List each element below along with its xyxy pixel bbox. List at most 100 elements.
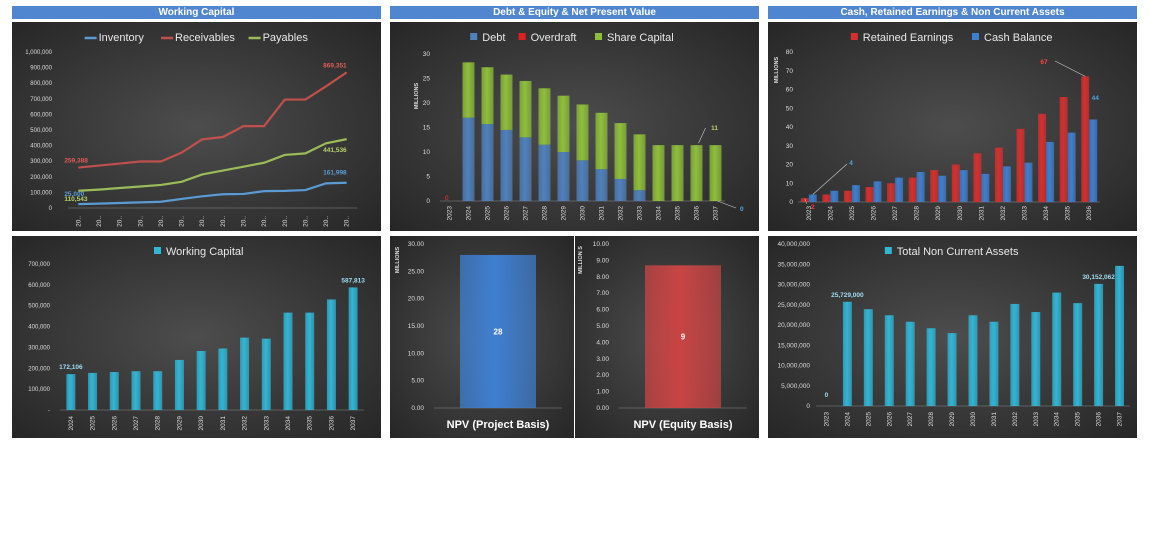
legend-label: Total Non Current Assets xyxy=(897,246,1019,258)
x-tick-label: 20.. xyxy=(199,216,206,227)
npv-category-label: NPV (Equity Basis) xyxy=(633,419,732,431)
x-tick-label: 2036 xyxy=(1096,412,1103,427)
x-tick-label: 2036 xyxy=(328,416,335,431)
y-tick-label: 20 xyxy=(786,162,794,169)
nca-bar xyxy=(1115,265,1125,406)
wc-bar xyxy=(153,371,163,410)
x-tick-label: 2032 xyxy=(242,416,249,431)
wc-bars-svg: - 100,000 200,000 300,000 400,000 500,000 600,… xyxy=(28,246,365,431)
wc-bar xyxy=(174,359,184,410)
share-capital-bar xyxy=(500,74,513,130)
x-tick-label: 20.. xyxy=(220,216,227,227)
legend-swatch-icon xyxy=(154,247,161,254)
y-tick-label: 70 xyxy=(786,68,794,75)
y-tick-label: 0 xyxy=(806,403,810,410)
data-label: 161,998 xyxy=(323,170,347,177)
legend-swatch-icon xyxy=(884,247,892,254)
x-tick-label: 20.. xyxy=(137,216,144,227)
y-tick-label: 15.00 xyxy=(408,323,425,330)
y-tick-label: 80 xyxy=(786,49,794,56)
share-capital-bar xyxy=(557,95,570,152)
legend-label: Retained Earnings xyxy=(863,32,954,44)
y-tick-label: 5.00 xyxy=(596,323,609,330)
chart-npv-project: 0.00 5.00 10.00 15.00 20.00 25.00 30.00 MILLION… xyxy=(390,236,574,438)
x-tick-label: 2031 xyxy=(978,206,985,221)
y-tick-label: 60 xyxy=(786,87,794,94)
y-tick-label: 2.00 xyxy=(596,372,609,379)
npv-category-label: NPV (Project Basis) xyxy=(447,419,550,431)
cash-balance-bar xyxy=(1089,119,1098,202)
cash-balance-bar xyxy=(851,185,860,202)
x-tick-label: 20.. xyxy=(240,216,247,227)
x-tick-label: 20.. xyxy=(282,216,289,227)
legend-swatch-icon xyxy=(470,33,478,40)
y-tick-label: 1,000,000 xyxy=(25,50,52,56)
debt-bar xyxy=(462,117,475,201)
series-line-receivables xyxy=(78,71,348,169)
retained-earnings-bar xyxy=(800,198,809,202)
data-label: 587,813 xyxy=(341,277,365,284)
chart-non-current-assets: 0 5,000,000 10,000,000 15,000,000 20,000,000… xyxy=(768,236,1137,438)
nca-bar xyxy=(1073,303,1083,406)
debt-bar xyxy=(519,137,532,201)
y-tick-label: - xyxy=(48,408,50,414)
debt-bar xyxy=(633,190,646,201)
y-tick-label: 200,000 xyxy=(28,366,50,372)
y-tick-label: 0.00 xyxy=(596,405,609,412)
data-label: 4 xyxy=(849,160,853,167)
retained-earnings-bar xyxy=(994,147,1003,202)
data-label: 25,729,000 xyxy=(831,292,864,299)
wc-bar xyxy=(283,312,293,410)
legend-swatch-icon xyxy=(850,33,858,40)
x-tick-label: 2026 xyxy=(504,206,511,221)
x-tick-label: 2035 xyxy=(1065,206,1072,221)
cash-balance-bar xyxy=(1046,142,1055,202)
x-tick-label: 2033 xyxy=(1033,412,1040,427)
share-capital-bar xyxy=(462,62,475,118)
wc-bar xyxy=(218,348,228,410)
nca-bar xyxy=(884,315,894,406)
leader-line xyxy=(804,198,808,205)
y-tick-label: 15,000,000 xyxy=(777,342,810,349)
y-axis-title: MILLIONS xyxy=(774,57,780,84)
x-tick-label: 2026 xyxy=(886,412,893,427)
x-tick-label: 20.. xyxy=(323,216,330,227)
x-tick-label: 2029 xyxy=(935,206,942,221)
x-tick-label: 2025 xyxy=(485,206,492,221)
retained-earnings-bar xyxy=(1016,128,1025,202)
y-tick-label: 5,000,000 xyxy=(781,383,810,390)
x-tick-label: 2026 xyxy=(111,416,118,431)
cash-balance-bar xyxy=(916,172,925,202)
cash-balance-bar xyxy=(1024,162,1033,202)
nca-bar xyxy=(947,333,957,406)
nca-bar xyxy=(989,321,999,406)
y-tick-label: 15 xyxy=(423,125,431,132)
y-tick-label: 300,000 xyxy=(30,159,52,165)
x-tick-label: 2025 xyxy=(90,416,97,431)
share-capital-bar xyxy=(614,123,627,179)
y-tick-label: 8.00 xyxy=(596,274,609,281)
y-tick-label: 20.00 xyxy=(408,296,425,303)
nca-bar xyxy=(1052,292,1062,406)
y-tick-label: 500,000 xyxy=(28,304,50,310)
legend-label: Overdraft xyxy=(531,32,577,44)
npv-equity-svg: 0.00 1.00 2.00 3.00 4.00 5.00 6.00 7.00 8.00 9.00… xyxy=(578,241,747,431)
legend-label: Inventory xyxy=(99,32,145,44)
y-tick-label: 9.00 xyxy=(596,257,609,264)
retained-earnings-bar xyxy=(1059,97,1068,202)
leader-line xyxy=(698,127,706,144)
x-tick-label: 20.. xyxy=(179,216,186,227)
wc-bar xyxy=(305,312,315,410)
cash-balance-bar xyxy=(981,173,990,202)
wc-bar xyxy=(88,372,98,410)
x-tick-label: 20.. xyxy=(302,216,309,227)
header-debt-equity: Debt & Equity & Net Present Value xyxy=(390,6,759,19)
x-tick-label: 2030 xyxy=(580,206,587,221)
nca-bar xyxy=(1010,303,1020,406)
x-tick-label: 2025 xyxy=(865,412,872,427)
cash-balance-bar xyxy=(1067,132,1076,202)
data-label: 28 xyxy=(494,327,503,336)
x-tick-label: 2027 xyxy=(133,416,140,431)
x-tick-label: 2026 xyxy=(871,206,878,221)
